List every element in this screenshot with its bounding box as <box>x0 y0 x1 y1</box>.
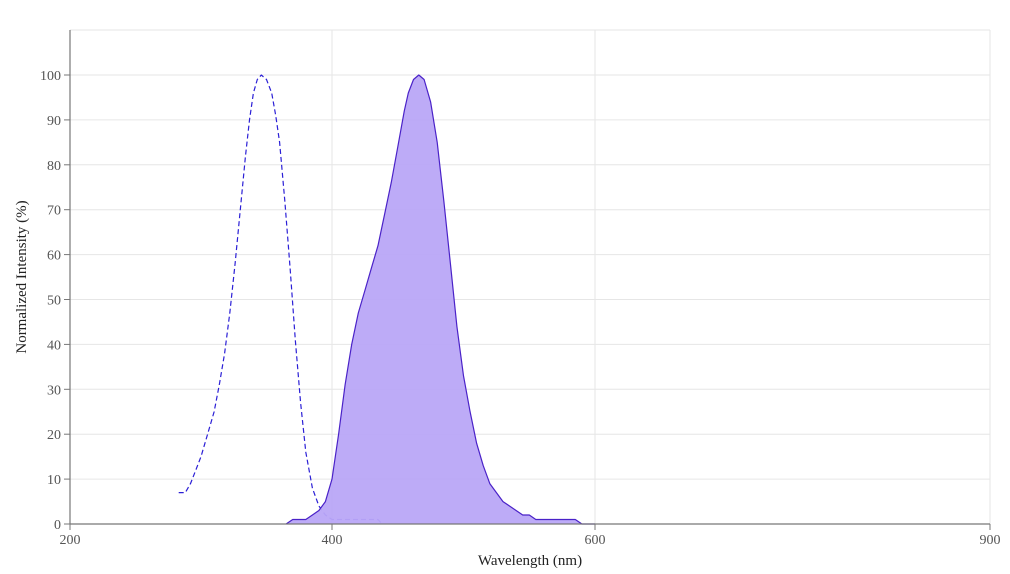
x-tick-label: 200 <box>60 533 81 548</box>
series-layer <box>178 74 595 525</box>
y-tick-label: 70 <box>47 204 61 219</box>
tick-labels: 0 10 20 30 40 50 60 70 80 90 100 200 400 600 900 <box>40 69 1001 548</box>
grid <box>70 29 991 524</box>
excitation-line <box>178 74 383 525</box>
x-axis-title: Wavelength (nm) <box>478 553 582 569</box>
y-tick-label: 20 <box>47 428 61 443</box>
x-tick-label: 600 <box>585 533 606 548</box>
y-tick-label: 50 <box>47 294 61 309</box>
y-tick-label: 0 <box>54 518 61 533</box>
y-axis-title: Normalized Intensity (%) <box>14 200 30 353</box>
x-tick-label: 900 <box>980 533 1001 548</box>
y-tick-label: 40 <box>47 338 61 353</box>
emission-line <box>285 74 595 525</box>
y-tick-label: 90 <box>47 114 61 129</box>
y-tick-label: 30 <box>47 383 61 398</box>
y-tick-label: 60 <box>47 249 61 264</box>
y-tick-label: 10 <box>47 473 61 488</box>
x-tick-label: 400 <box>322 533 343 548</box>
y-tick-label: 100 <box>40 69 61 84</box>
axes <box>64 30 991 530</box>
emission-area-fill <box>286 75 595 524</box>
y-tick-label: 80 <box>47 159 61 174</box>
